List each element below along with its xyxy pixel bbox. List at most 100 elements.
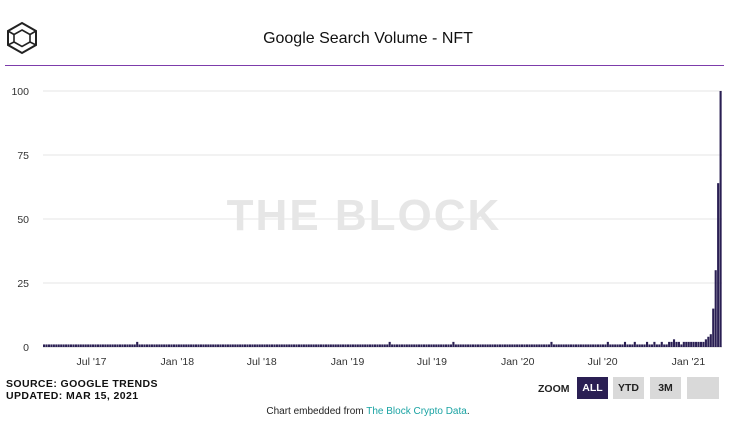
embed-footer: Chart embedded from The Block Crypto Dat… — [0, 406, 736, 417]
zoom-all-button[interactable]: ALL — [577, 377, 608, 399]
bar — [143, 344, 146, 347]
bar — [677, 341, 680, 347]
bar — [187, 344, 190, 347]
bar — [494, 344, 497, 347]
zoom-3m-button[interactable]: 3M — [650, 377, 681, 399]
bar — [638, 344, 641, 347]
bar — [437, 344, 440, 347]
bar — [550, 341, 553, 347]
bar — [400, 344, 403, 347]
bar — [185, 344, 188, 347]
bar — [369, 344, 372, 347]
bar — [47, 344, 50, 347]
bar — [614, 344, 617, 347]
zoom-label: ZOOM — [538, 383, 570, 395]
bar — [111, 344, 114, 347]
bar — [295, 344, 298, 347]
bar — [628, 344, 631, 347]
bar — [217, 344, 220, 347]
bar — [533, 344, 536, 347]
bar — [278, 344, 281, 347]
bar — [327, 344, 330, 347]
zoom-extra-button[interactable] — [687, 377, 719, 399]
bar — [545, 344, 548, 347]
bar — [709, 334, 712, 347]
bar — [266, 344, 269, 347]
bar — [445, 344, 448, 347]
bar — [116, 344, 119, 347]
bar — [435, 344, 438, 347]
bar — [334, 344, 337, 347]
bar — [663, 344, 666, 347]
bar — [432, 344, 435, 347]
bar — [611, 344, 614, 347]
bar — [339, 344, 342, 347]
x-axis-ticks: Jul '17 Jan '18 Jul '18 Jan '19 Jul '19 Jan '… — [76, 356, 705, 368]
bar — [319, 344, 323, 347]
bar — [123, 344, 126, 347]
bar — [283, 344, 286, 347]
the-block-data-link[interactable]: The Block Crypto Data — [366, 406, 467, 417]
bar — [391, 344, 394, 347]
bar — [697, 341, 700, 347]
x-tick-label: Jan '18 — [161, 356, 195, 368]
bar — [498, 344, 502, 347]
bar — [337, 344, 340, 347]
source-line: SOURCE: GOOGLE TRENDS — [6, 378, 158, 390]
bar — [415, 344, 418, 347]
bar — [690, 341, 693, 347]
bar — [440, 344, 443, 347]
bar — [557, 344, 560, 347]
title-divider — [5, 65, 724, 66]
bar — [660, 341, 663, 347]
bar — [148, 344, 151, 347]
bar — [469, 344, 472, 347]
bar — [165, 344, 168, 347]
bar — [285, 344, 288, 347]
bar — [50, 344, 53, 347]
bar — [302, 344, 305, 347]
x-tick-label: Jan '19 — [331, 356, 365, 368]
bar — [506, 344, 509, 347]
bar — [486, 344, 489, 347]
bar — [650, 344, 654, 347]
bar — [202, 344, 205, 347]
bar — [393, 344, 396, 347]
bar — [126, 344, 129, 347]
bar — [55, 344, 58, 347]
bar — [665, 344, 668, 347]
bar — [52, 344, 55, 347]
bar — [268, 344, 271, 347]
bar — [163, 344, 166, 347]
bar — [467, 344, 470, 347]
bar — [405, 344, 408, 347]
bar — [584, 344, 587, 347]
bar — [300, 344, 303, 347]
bar — [349, 344, 352, 347]
source-note: SOURCE: GOOGLE TRENDS UPDATED: MAR 15, 2… — [6, 378, 158, 402]
bar — [60, 344, 63, 347]
bar — [565, 344, 568, 347]
bar — [204, 344, 207, 347]
bar — [89, 344, 92, 347]
bar — [273, 344, 276, 347]
bar — [626, 344, 629, 347]
bar — [503, 344, 506, 347]
bar — [543, 344, 546, 347]
bar — [555, 344, 558, 347]
y-tick-label: 75 — [17, 150, 29, 162]
bar — [351, 344, 354, 347]
bar — [312, 344, 315, 347]
bar — [92, 344, 95, 347]
bar — [680, 344, 683, 347]
bar — [231, 344, 234, 347]
bar — [136, 341, 139, 347]
bar — [481, 344, 484, 347]
x-tick-label: Jul '17 — [76, 356, 106, 368]
bar — [672, 339, 676, 347]
zoom-ytd-button[interactable]: YTD — [613, 377, 644, 399]
bar — [633, 341, 636, 347]
bar — [65, 344, 68, 347]
bar — [702, 341, 705, 347]
bar — [523, 344, 526, 347]
